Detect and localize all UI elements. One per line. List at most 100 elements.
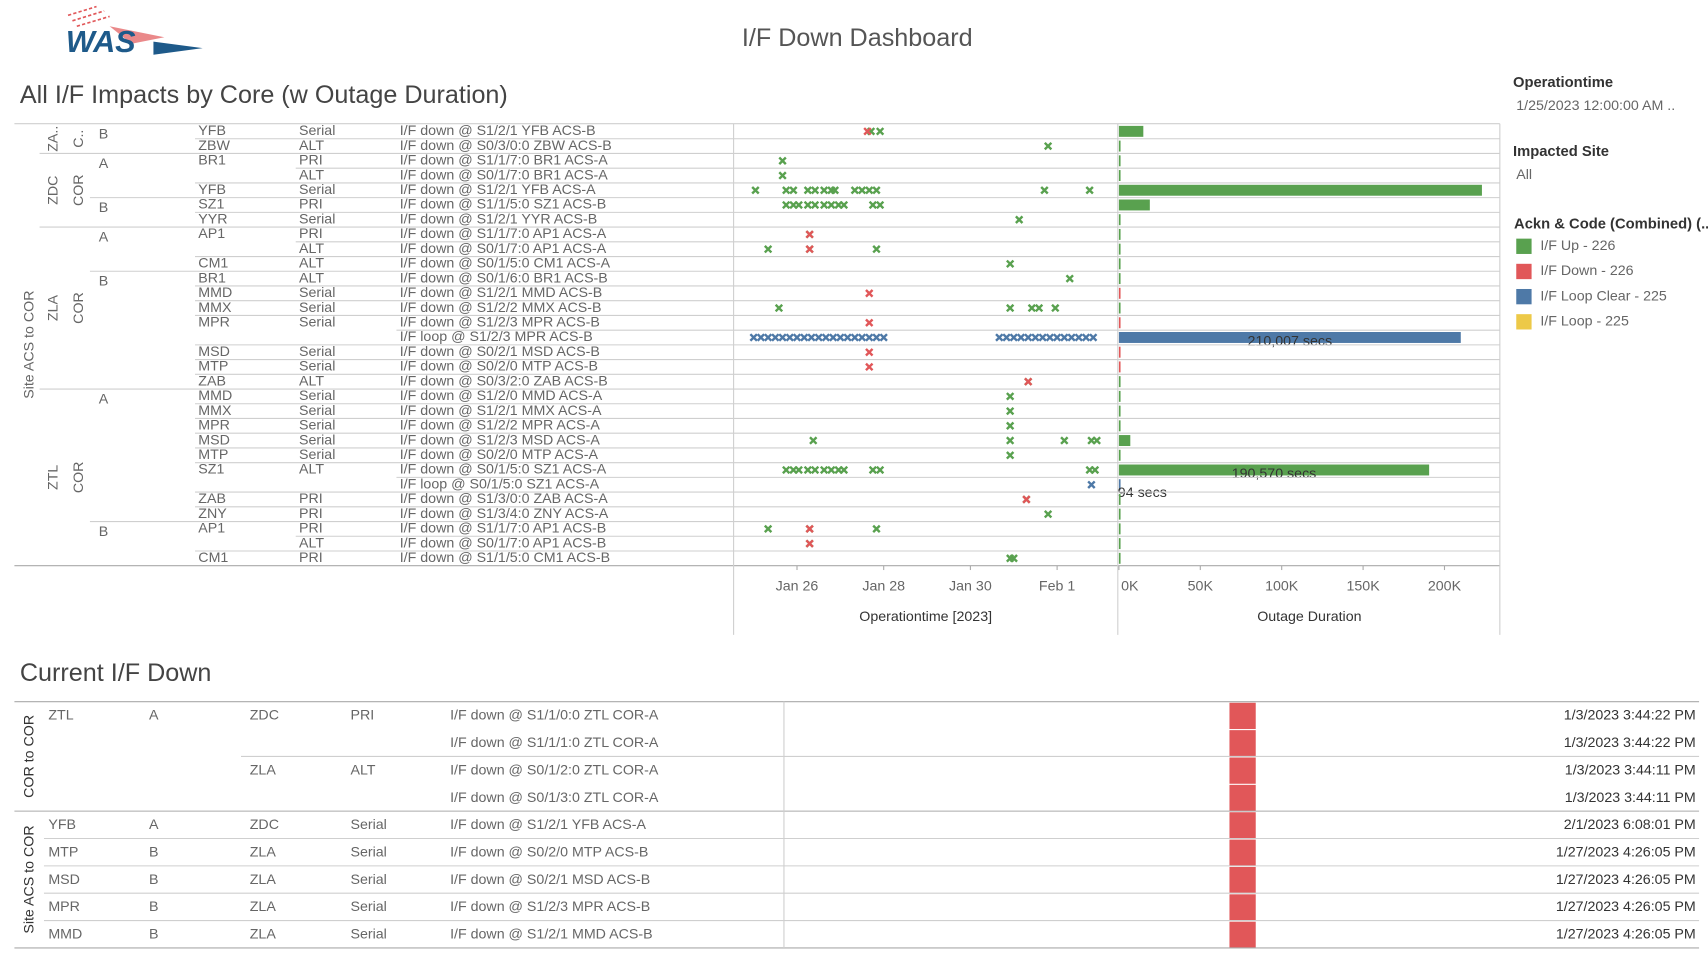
ack-label: B	[99, 126, 108, 142]
event-marker	[865, 186, 874, 195]
duration-bar	[1118, 184, 1482, 196]
cell-time: 1/27/2023 4:26:05 PM	[1556, 927, 1696, 943]
x-tick-label: 150K	[1346, 578, 1380, 594]
event-marker	[810, 200, 820, 210]
event-desc: I/F down @ S1/2/1 MMD ACS-B	[400, 285, 603, 301]
cell-site: ZTL	[48, 708, 73, 724]
x-tick-label: 200K	[1428, 578, 1462, 594]
legend-swatch	[1516, 263, 1532, 280]
core-sub: COR	[71, 292, 87, 324]
event-marker	[843, 333, 852, 342]
status-cell	[1229, 921, 1256, 948]
event-desc: I/F down @ S0/1/5:0 SZ1 ACS-A	[400, 462, 607, 478]
iface-type: ALT	[299, 462, 324, 478]
duration-bar	[1118, 346, 1121, 358]
event-marker	[875, 127, 885, 136]
ack-label: B	[99, 524, 108, 540]
core-name: ZTL	[46, 465, 62, 490]
event-marker	[1022, 495, 1031, 504]
event-marker	[805, 524, 814, 534]
cell-time: 2/1/2023 6:08:01 PM	[1564, 817, 1696, 833]
event-desc: I/F down @ S0/3/0:0 ZBW ACS-B	[400, 138, 612, 154]
duration-bar	[1118, 273, 1121, 285]
x-tick-label: Jan 30	[949, 578, 992, 594]
event-desc: I/F down @ S1/1/5:0 CM1 ACS-B	[400, 550, 610, 566]
event-marker	[805, 230, 814, 239]
iface-type: Serial	[299, 447, 335, 463]
event-marker	[1085, 186, 1094, 195]
event-marker	[850, 333, 859, 342]
event-marker	[792, 333, 802, 342]
event-marker	[1052, 333, 1062, 342]
event-marker	[810, 465, 820, 475]
duration-bar	[1118, 243, 1121, 255]
duration-bar	[1118, 125, 1144, 137]
event-marker	[1006, 259, 1015, 268]
cell-site: MSD	[48, 872, 80, 888]
duration-bar	[1118, 317, 1121, 329]
iface-type: Serial	[299, 315, 335, 331]
event-marker	[865, 289, 874, 298]
cell-time: 1/27/2023 4:26:05 PM	[1556, 872, 1696, 888]
x-tick-label: Jan 28	[862, 578, 905, 594]
iface-type: ALT	[299, 241, 324, 257]
filter-value[interactable]: 1/25/2023 12:00:00 AM ..	[1516, 98, 1675, 114]
event-marker	[789, 186, 798, 195]
core-sub: COR	[71, 174, 87, 206]
site-label: ZNY	[198, 506, 227, 522]
event-marker	[821, 333, 831, 342]
event-desc: I/F down @ S0/1/7:0 BR1 ACS-A	[400, 167, 609, 183]
duration-bar	[1118, 435, 1131, 447]
cell-desc: I/F down @ S1/1/1:0 ZTL COR-A	[450, 735, 659, 751]
event-desc: I/F loop @ S1/2/3 MPR ACS-B	[400, 329, 593, 345]
cell-type: Serial	[350, 872, 386, 888]
event-marker	[1031, 333, 1040, 342]
event-marker	[828, 333, 838, 342]
duration-bar	[1118, 508, 1121, 520]
legend-title: Ackn & Code (Combined) (..	[1514, 216, 1708, 232]
event-marker	[814, 333, 823, 342]
cell-type: ALT	[350, 762, 375, 778]
event-marker	[827, 465, 836, 475]
event-desc: I/F down @ S1/2/3 MSD ACS-A	[400, 432, 601, 448]
event-marker	[865, 318, 874, 327]
event-marker	[830, 186, 840, 195]
event-marker	[868, 465, 878, 475]
x-tick-label: 0K	[1121, 578, 1139, 594]
cell-desc: I/F down @ S1/2/3 MPR ACS-B	[450, 899, 650, 915]
duration-bar	[1118, 140, 1121, 152]
group-label: Site ACS to COR	[22, 825, 38, 933]
iface-type: ALT	[299, 138, 324, 154]
iface-type: PRI	[299, 153, 323, 169]
event-marker	[865, 333, 874, 342]
event-marker	[763, 524, 773, 534]
dashboard-title: I/F Down Dashboard	[742, 24, 973, 52]
iface-type: Serial	[299, 285, 335, 301]
event-marker	[839, 465, 849, 475]
status-cell	[1229, 866, 1256, 894]
duration-bar	[1118, 493, 1121, 505]
event-marker	[803, 186, 812, 195]
cell-ack: B	[149, 872, 158, 888]
x-tick-label: Feb 1	[1039, 578, 1075, 594]
legend-label: I/F Loop - 225	[1540, 314, 1629, 330]
cell-desc: I/F down @ S0/2/1 MSD ACS-B	[450, 872, 650, 888]
cell-type: Serial	[350, 899, 386, 915]
duration-bar	[1118, 302, 1121, 314]
event-desc: I/F down @ S0/1/5:0 CM1 ACS-A	[400, 256, 611, 272]
iface-type: PRI	[299, 521, 323, 537]
event-marker	[751, 186, 760, 195]
event-marker	[1045, 333, 1055, 342]
event-marker	[1002, 333, 1011, 342]
filter-value[interactable]: All	[1516, 167, 1532, 183]
event-desc: I/F down @ S1/2/1 YFB ACS-A	[400, 182, 596, 198]
event-marker	[763, 245, 773, 254]
event-desc: I/F down @ S1/2/1 MMX ACS-A	[400, 403, 602, 419]
cell-core: ZLA	[250, 872, 277, 888]
event-marker	[785, 333, 794, 342]
event-marker	[1024, 333, 1033, 342]
event-marker	[1006, 406, 1015, 416]
site-label: ZAB	[198, 491, 226, 507]
event-marker	[803, 200, 812, 210]
